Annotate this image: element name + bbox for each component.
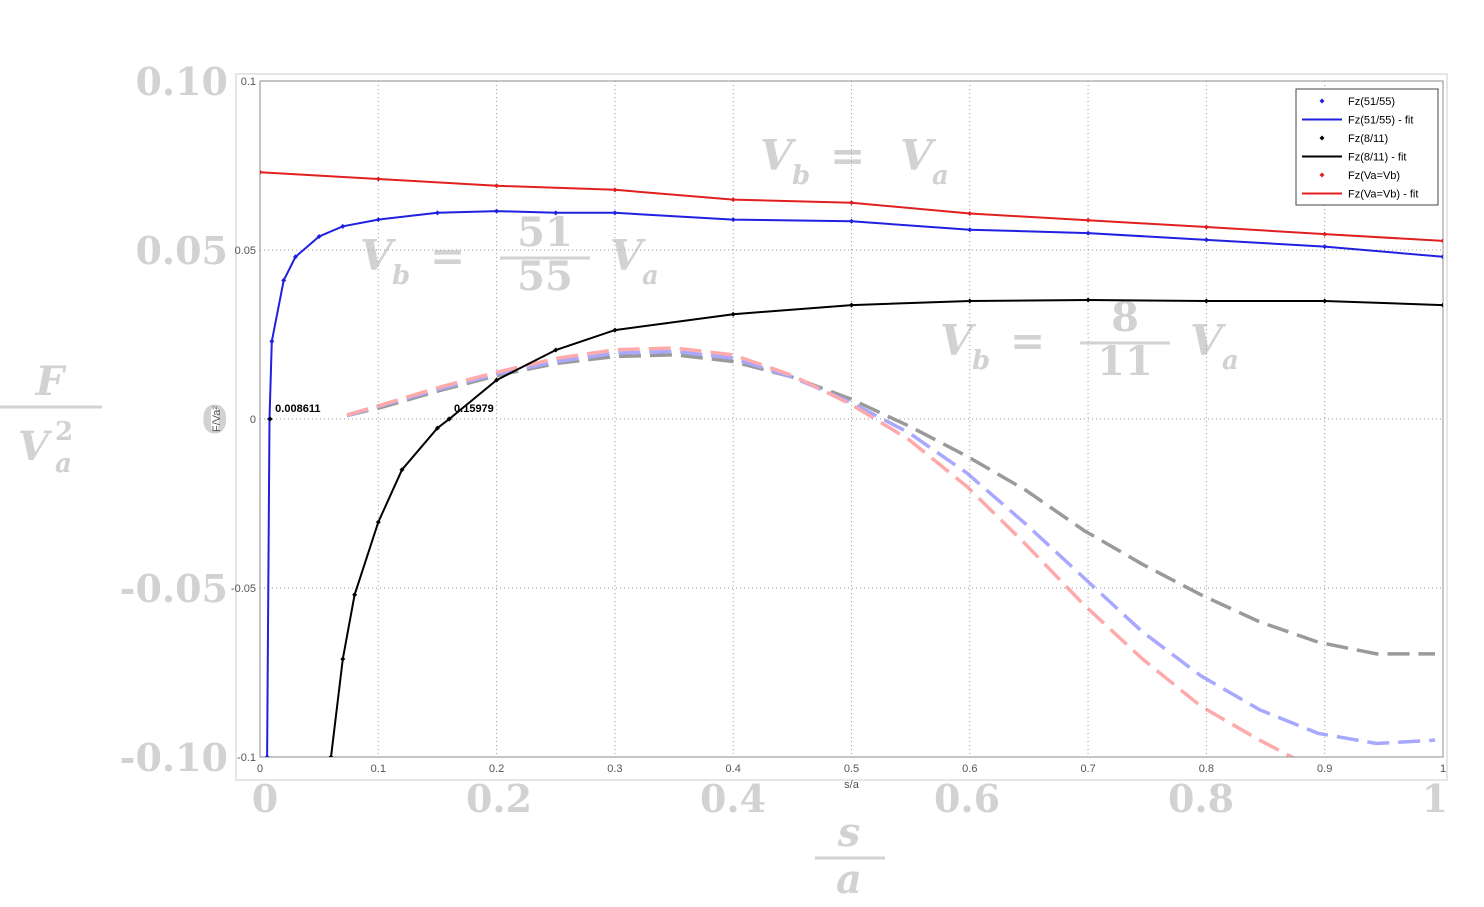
equation-subscript: b — [392, 261, 410, 291]
bg-x-label: s — [837, 809, 861, 856]
fit-line — [330, 298, 1443, 757]
legend-marker — [1319, 135, 1325, 141]
bg-y-tick-label: -0.10 — [120, 735, 228, 780]
bg-dashed-curve — [346, 349, 1436, 746]
bg-x-tick-label: 0 — [252, 776, 278, 821]
legend-box — [1295, 88, 1439, 206]
bg-x-tick-label: 0.6 — [934, 776, 1000, 821]
x-tick-label: 0.6 — [962, 763, 977, 775]
main-chart: -0.1 -0.05 0 0.05 0.1 0 0.1 0.2 0.3 0.4 0.5 0.6 0.7 0… — [211, 73, 1448, 791]
y-tick-label: 0.05 — [235, 245, 256, 257]
fit-line — [260, 171, 1443, 242]
bg-y-tick-label: 0.10 — [135, 59, 228, 104]
legend-label: Fz(8/11) — [1348, 133, 1388, 145]
legend-label: Fz(Va=Vb) — [1348, 170, 1400, 182]
legend-label: Fz(Va=Vb) - fit — [1348, 189, 1418, 201]
x-tick-label: 0.2 — [489, 763, 504, 775]
equation-symbol: V — [940, 316, 977, 365]
legend-label: Fz(8/11) - fit — [1348, 152, 1406, 164]
x-tick-label: 0.8 — [1199, 763, 1214, 775]
equation-subscript: a — [932, 161, 949, 191]
equation-numerator: 51 — [517, 209, 573, 256]
annotation-point — [267, 416, 273, 422]
bg-x-label: a — [836, 856, 862, 903]
bg-y-tick-label: 0 — [202, 397, 228, 442]
y-tick-label: 0 — [250, 414, 256, 426]
fit-line — [266, 210, 1443, 757]
annotation-label: 0.008611 — [275, 403, 320, 415]
legend-marker — [1319, 172, 1325, 178]
annotation-point — [446, 416, 452, 422]
legend-marker — [1319, 98, 1325, 104]
x-tick-label: 0 — [257, 763, 263, 775]
bg-y-label: a — [55, 449, 72, 479]
y-tick-label: -0.05 — [231, 583, 256, 595]
annotation-label: 0.15979 — [454, 403, 494, 415]
x-tick-label: 0.7 — [1080, 763, 1095, 775]
legend: Fz(51/55) Fz(51/55) - fit Fz(8/11) Fz(8/11)… — [1295, 88, 1439, 206]
plot-outer-frame — [235, 73, 1448, 781]
equation-symbol: V — [360, 231, 397, 280]
equation-subscript: a — [1222, 346, 1239, 376]
x-tick-label: 0.4 — [726, 763, 741, 775]
bg-y-label: V — [18, 423, 53, 470]
x-tick-label: 1 — [1440, 763, 1446, 775]
equation-symbol: V — [610, 231, 647, 280]
equation-numerator: 8 — [1111, 294, 1139, 341]
x-tick-label: 0.3 — [607, 763, 622, 775]
legend-label: Fz(51/55) - fit — [1348, 115, 1413, 127]
bg-x-tick-label: 0.8 — [1168, 776, 1234, 821]
x-tick-label: 0.1 — [371, 763, 386, 775]
x-axis-label: s/a — [844, 779, 860, 791]
equation-symbol: V — [760, 131, 797, 180]
y-tick-label: -0.1 — [237, 752, 256, 764]
equation-denominator: 55 — [517, 253, 573, 300]
equation-symbol: V — [900, 131, 937, 180]
legend-label: Fz(51/55) — [1348, 96, 1395, 108]
bg-y-tick-label: -0.05 — [120, 566, 228, 611]
y-tick-label: 0.1 — [241, 76, 256, 88]
equation-relation: = — [430, 231, 465, 280]
equation-relation: = — [830, 131, 865, 180]
x-tick-label: 0.9 — [1317, 763, 1332, 775]
bg-y-label: 2 — [55, 417, 73, 447]
x-tick-label: 0.5 — [844, 763, 859, 775]
equation-denominator: 11 — [1097, 338, 1153, 385]
bg-y-label: F — [35, 358, 67, 405]
y-axis-label: F/Va² — [211, 406, 223, 432]
equation-subscript: b — [972, 346, 990, 376]
bg-x-tick-label: 1 — [1422, 776, 1448, 821]
bg-y-tick-label: 0.05 — [135, 228, 228, 273]
equation-symbol: V — [1190, 316, 1227, 365]
bg-x-tick-label: 0.2 — [466, 776, 532, 821]
equation-relation: = — [1010, 316, 1045, 365]
equation-subscript: a — [642, 261, 659, 291]
equation-subscript: b — [792, 161, 810, 191]
bg-x-tick-label: 0.4 — [700, 776, 766, 821]
